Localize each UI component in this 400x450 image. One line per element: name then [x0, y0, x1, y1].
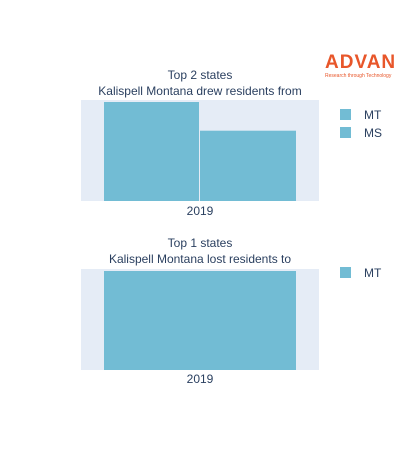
chart-drew-from: Top 2 states Kalispell Montana drew resi…	[81, 68, 382, 218]
chart-title: Top 2 states	[168, 68, 233, 82]
legend-label[interactable]: MS	[364, 126, 382, 140]
legend-label[interactable]: MT	[364, 108, 382, 122]
legend-swatch[interactable]	[340, 109, 351, 120]
legend: MT MS	[340, 108, 382, 140]
bar-mt[interactable]	[104, 102, 199, 201]
advan-logo: ADVAN Research through Technology	[325, 52, 397, 80]
chart-title: Top 1 states	[168, 236, 233, 250]
chart-subtitle: Kalispell Montana drew residents from	[98, 84, 301, 98]
logo-tagline: Research through Technology	[325, 73, 392, 79]
legend-label[interactable]: MT	[364, 266, 382, 280]
bar-group	[104, 271, 296, 370]
legend: MT	[340, 266, 382, 280]
legend-swatch[interactable]	[340, 127, 351, 138]
bar-mt[interactable]	[104, 271, 296, 370]
chart-subtitle: Kalispell Montana lost residents to	[109, 252, 291, 266]
logo-name: ADVAN	[325, 52, 397, 73]
bar-group	[104, 102, 296, 201]
legend-swatch[interactable]	[340, 267, 351, 278]
bar-ms[interactable]	[200, 130, 296, 201]
x-tick-label: 2019	[187, 204, 214, 218]
chart-lost-to: Top 1 states Kalispell Montana lost resi…	[81, 236, 382, 386]
x-tick-label: 2019	[187, 372, 214, 386]
